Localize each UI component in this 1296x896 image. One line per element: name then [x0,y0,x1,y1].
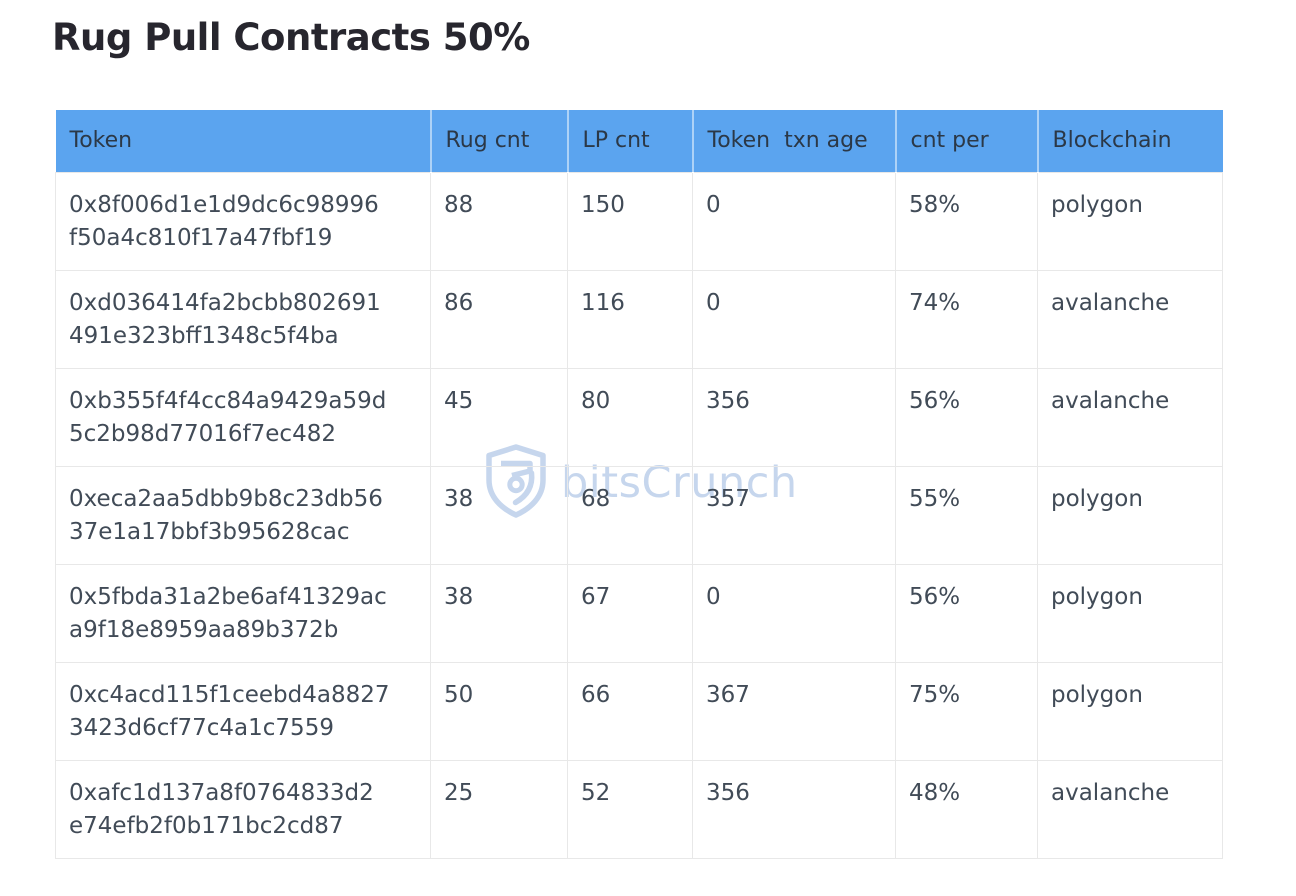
rug-cnt-cell: 88 [430,171,568,271]
token-cell: 0x8f006d1e1d9dc6c98996 f50a4c810f17a47fb… [55,171,431,271]
token-cell: 0xc4acd115f1ceebd4a8827 3423d6cf77c4a1c7… [55,661,431,761]
cnt-per-cell: 58% [895,171,1038,271]
token-txn-age-cell: 367 [692,661,896,761]
column-header-lp-cnt: LP cnt [566,110,693,172]
table-row: 0xc4acd115f1ceebd4a8827 3423d6cf77c4a1c7… [55,661,1223,761]
token-txn-age-cell: 0 [692,171,896,271]
column-header-rug-cnt: Rug cnt [429,110,568,172]
blockchain-cell: polygon [1037,661,1223,761]
token-address-line2: f50a4c810f17a47fbf19 [69,224,333,251]
lp-cnt-cell: 116 [567,269,693,369]
lp-cnt-cell: 80 [567,367,693,467]
token-txn-age-cell: 356 [692,759,896,859]
token-cell: 0xb355f4f4cc84a9429a59d 5c2b98d77016f7ec… [55,367,431,467]
cnt-per-cell: 48% [895,759,1038,859]
rug-pull-table-container: bitsCrunch Token Rug cnt LP cnt Token tx… [55,110,1223,859]
rug-cnt-cell: 86 [430,269,568,369]
token-txn-age-cell: 357 [692,465,896,565]
rug-cnt-cell: 25 [430,759,568,859]
token-address-line2: 3423d6cf77c4a1c7559 [69,714,334,741]
blockchain-cell: polygon [1037,563,1223,663]
lp-cnt-cell: 67 [567,563,693,663]
lp-cnt-cell: 52 [567,759,693,859]
token-cell: 0x5fbda31a2be6af41329ac a9f18e8959aa89b3… [55,563,431,663]
lp-cnt-cell: 66 [567,661,693,761]
token-address-line1: 0x5fbda31a2be6af41329ac [69,583,387,610]
table-row: 0xafc1d137a8f0764833d2 e74efb2f0b171bc2c… [55,759,1223,859]
table-header-row: Token Rug cnt LP cnt Token txn age cnt p… [55,110,1223,172]
column-header-token: Token [55,110,431,172]
table-row: 0xeca2aa5dbb9b8c23db56 37e1a17bbf3b95628… [55,465,1223,565]
token-address-line1: 0xc4acd115f1ceebd4a8827 [69,681,390,708]
cnt-per-cell: 56% [895,367,1038,467]
cnt-per-cell: 56% [895,563,1038,663]
rug-cnt-cell: 38 [430,465,568,565]
token-address-line1: 0xd036414fa2bcbb802691 [69,289,381,316]
token-address-line1: 0xb355f4f4cc84a9429a59d [69,387,387,414]
column-header-blockchain: Blockchain [1036,110,1223,172]
rug-pull-contracts-table: Token Rug cnt LP cnt Token txn age cnt p… [55,110,1223,859]
blockchain-cell: avalanche [1037,759,1223,859]
lp-cnt-cell: 68 [567,465,693,565]
token-cell: 0xd036414fa2bcbb802691 491e323bff1348c5f… [55,269,431,369]
token-cell: 0xafc1d137a8f0764833d2 e74efb2f0b171bc2c… [55,759,431,859]
cnt-per-cell: 75% [895,661,1038,761]
table-row: 0xb355f4f4cc84a9429a59d 5c2b98d77016f7ec… [55,367,1223,467]
cnt-per-cell: 55% [895,465,1038,565]
token-address-line2: a9f18e8959aa89b372b [69,616,339,643]
table-row: 0x8f006d1e1d9dc6c98996 f50a4c810f17a47fb… [55,171,1223,271]
column-header-cnt-per: cnt per [894,110,1038,172]
column-header-token-txn-age: Token txn age [691,110,896,172]
page-title: Rug Pull Contracts 50% [52,16,530,59]
token-address-line2: e74efb2f0b171bc2cd87 [69,812,344,839]
table-row: 0xd036414fa2bcbb802691 491e323bff1348c5f… [55,269,1223,369]
rug-cnt-cell: 45 [430,367,568,467]
token-address-line2: 5c2b98d77016f7ec482 [69,420,336,447]
token-txn-age-cell: 0 [692,563,896,663]
token-address-line1: 0xeca2aa5dbb9b8c23db56 [69,485,383,512]
token-txn-age-cell: 356 [692,367,896,467]
token-address-line1: 0x8f006d1e1d9dc6c98996 [69,191,379,218]
blockchain-cell: polygon [1037,171,1223,271]
token-txn-age-cell: 0 [692,269,896,369]
cnt-per-cell: 74% [895,269,1038,369]
lp-cnt-cell: 150 [567,171,693,271]
token-address-line1: 0xafc1d137a8f0764833d2 [69,779,374,806]
token-address-line2: 491e323bff1348c5f4ba [69,322,339,349]
blockchain-cell: polygon [1037,465,1223,565]
blockchain-cell: avalanche [1037,269,1223,369]
table-row: 0x5fbda31a2be6af41329ac a9f18e8959aa89b3… [55,563,1223,663]
token-cell: 0xeca2aa5dbb9b8c23db56 37e1a17bbf3b95628… [55,465,431,565]
rug-cnt-cell: 50 [430,661,568,761]
blockchain-cell: avalanche [1037,367,1223,467]
rug-cnt-cell: 38 [430,563,568,663]
token-address-line2: 37e1a17bbf3b95628cac [69,518,350,545]
